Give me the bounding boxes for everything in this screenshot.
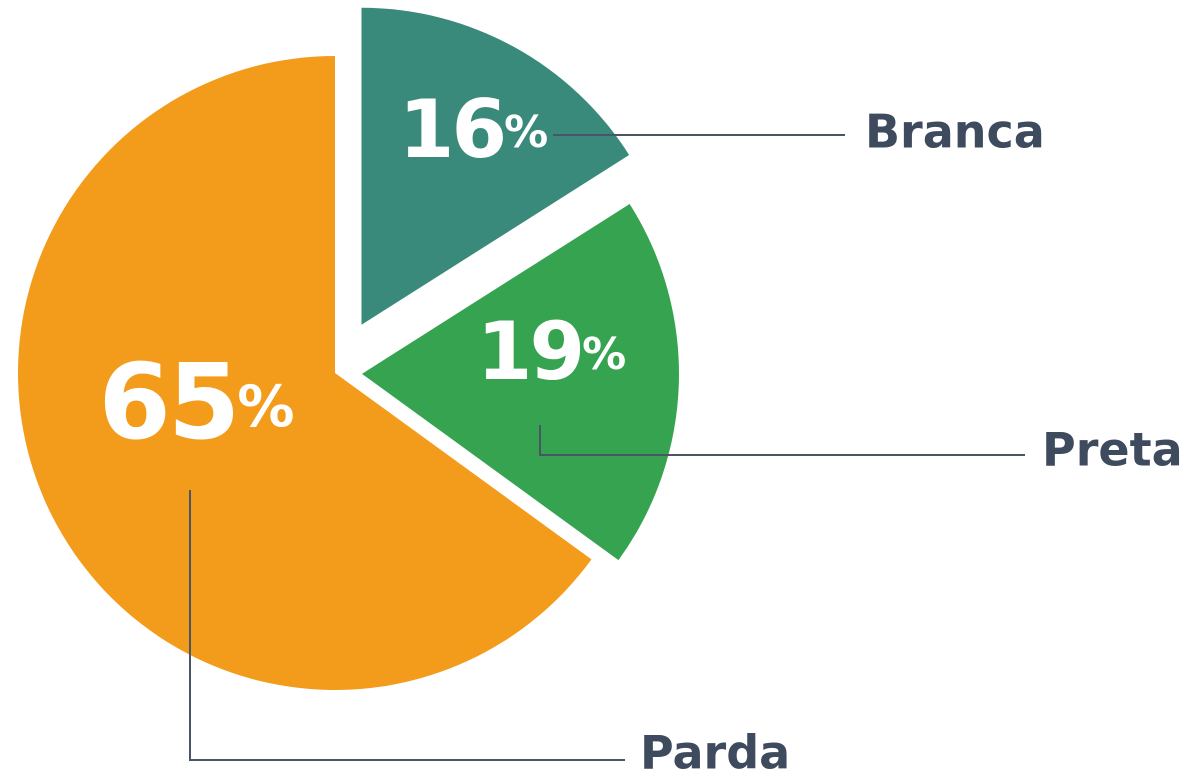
leader-line: [189, 490, 625, 761]
category-label: Preta: [1042, 423, 1183, 477]
category-label: Parda: [640, 726, 790, 778]
category-label: Branca: [865, 105, 1045, 159]
pie-slice: [18, 56, 592, 690]
value-label: 19%: [477, 305, 625, 398]
value-label: 16%: [399, 83, 547, 176]
leader-line: [539, 425, 1025, 456]
pie-slice: [361, 203, 679, 561]
value-label: 65%: [98, 341, 293, 463]
pie-slice: [361, 7, 630, 325]
